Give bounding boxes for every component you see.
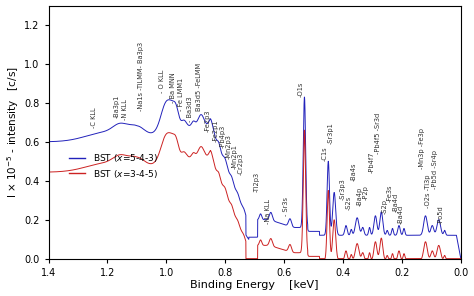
Text: -S2s: -S2s [345, 196, 351, 210]
Text: -P2p: -P2p [363, 185, 369, 200]
Text: -Ba4d: -Ba4d [392, 193, 398, 212]
Y-axis label: I × 10$^{-5}$ - intensity   [c/s]: I × 10$^{-5}$ - intensity [c/s] [6, 66, 21, 198]
Text: -Na1s -TiLMM- Ba3p3: -Na1s -TiLMM- Ba3p3 [138, 41, 144, 111]
BST (x=3-4-5) [46, 170, 51, 174]
BST (x=5-4-3) [436, 218, 442, 222]
BST (x=5-4-3) [47, 140, 53, 143]
BST (x=3-4-5) [127, 154, 132, 158]
BST (x=5-4-3) [63, 139, 68, 142]
Text: -Sr3p3: -Sr3p3 [339, 178, 346, 200]
BST (x=3-4-5) [247, 257, 253, 260]
X-axis label: Binding Energy    [keV]: Binding Energy [keV] [191, 280, 319, 290]
BST (x=3-4-5) [243, 257, 249, 260]
Text: -Mn2p3: -Mn2p3 [226, 134, 232, 159]
Text: -Ba4s: -Ba4s [351, 162, 357, 181]
BST (x=3-4-5) [47, 170, 53, 174]
BST (x=3-4-5) [436, 244, 442, 247]
Text: - Fe LMM1: - Fe LMM1 [178, 78, 184, 111]
Text: - Sr3s: - Sr3s [283, 197, 290, 216]
BST (x=3-4-5) [70, 168, 76, 172]
Line: BST (x=5-4-3): BST (x=5-4-3) [48, 97, 461, 259]
BST (x=5-4-3) [46, 140, 51, 144]
Text: -O1s: -O1s [298, 82, 304, 97]
Text: -Sr3p1: -Sr3p1 [328, 122, 334, 144]
BST (x=5-4-3) [458, 257, 464, 260]
BST (x=3-4-5) [63, 169, 68, 173]
BST (x=3-4-5) [458, 257, 464, 260]
Text: - Ba3d3: - Ba3d3 [187, 97, 193, 122]
BST (x=5-4-3) [127, 123, 132, 126]
Text: -Po5d: -Po5d [438, 205, 444, 223]
Text: -Ba3p1: -Ba3p1 [114, 95, 120, 118]
Text: -C1s: -C1s [322, 147, 328, 161]
Text: -Cr2p3: -Cr2p3 [238, 152, 244, 175]
Text: - O KLL: - O KLL [159, 70, 165, 93]
Text: -N KLL: -N KLL [122, 99, 128, 120]
BST (x=5-4-3) [247, 235, 253, 239]
Text: -Mn3p -Fe3p: -Mn3p -Fe3p [419, 128, 425, 169]
Text: -Ba4d: -Ba4d [397, 204, 403, 223]
Text: -S2p: -S2p [381, 199, 387, 214]
Legend: BST ($x$=5-4-3), BST ($x$=3-4-5): BST ($x$=5-4-3), BST ($x$=3-4-5) [65, 149, 161, 183]
Text: - Ba MNN: - Ba MNN [170, 72, 176, 103]
Text: Ba3d5 -FeLMM: Ba3d5 -FeLMM [196, 62, 201, 111]
Text: -Pb5d -Sr4p: -Pb5d -Sr4p [432, 149, 438, 189]
Text: -Mn2p1: -Mn2p1 [232, 144, 238, 169]
Text: -Fe3s: -Fe3s [386, 185, 392, 202]
Text: -Fe2p3: -Fe2p3 [205, 110, 211, 132]
Text: -Pb4f7: -Pb4f7 [369, 152, 375, 173]
BST (x=5-4-3) [70, 138, 76, 141]
BST (x=5-4-3) [301, 95, 307, 99]
Text: -O2s -Ti3p: -O2s -Ti3p [425, 175, 431, 208]
Text: -C KLL: -C KLL [91, 107, 97, 128]
Text: -Ba4p: -Ba4p [357, 187, 363, 206]
BST (x=3-4-5) [301, 128, 307, 132]
Text: -Fe2p1: -Fe2p1 [213, 119, 219, 142]
Text: -Na KLL: -Na KLL [264, 199, 271, 223]
Text: -Pb4f5 -Sr3d: -Pb4f5 -Sr3d [375, 112, 381, 154]
Text: -Ti2p3: -Ti2p3 [254, 172, 260, 192]
Line: BST (x=3-4-5): BST (x=3-4-5) [48, 130, 461, 259]
Text: -Pb4p3: -Pb4p3 [219, 124, 225, 148]
